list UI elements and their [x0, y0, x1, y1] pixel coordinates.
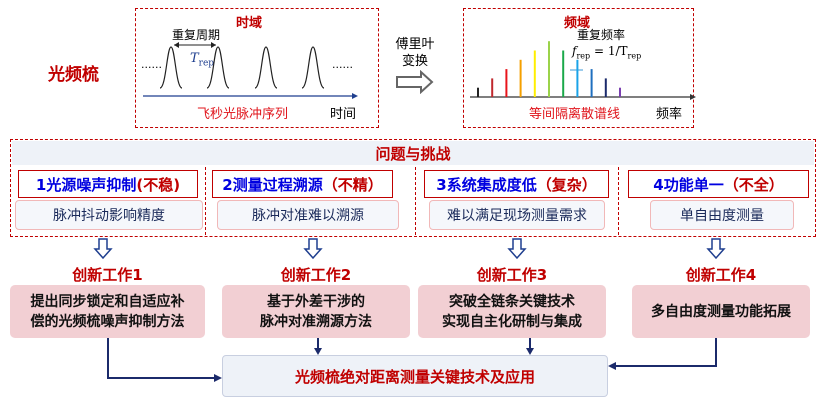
divider: [415, 167, 416, 235]
challenge-label: 4功能单一: [653, 175, 724, 194]
pulse-train: [143, 42, 358, 99]
formula-rest: = 1/T: [590, 44, 628, 58]
challenge-label: 1光源噪声抑制: [35, 175, 137, 194]
transform-line1: 傅里叶: [395, 37, 435, 52]
time-domain-title: 时域: [236, 16, 263, 31]
spectrum: [470, 41, 696, 100]
divider: [205, 167, 206, 235]
comb-label: 光频梳: [48, 65, 99, 85]
challenges-panel: [10, 139, 816, 237]
transform-line2: 变换: [401, 54, 428, 69]
innovation-title-3: 创新工作3: [476, 266, 548, 284]
dots-left: ......: [141, 58, 162, 71]
pulse: [159, 46, 183, 89]
period-sub: rep: [198, 58, 215, 69]
connector-4: [614, 338, 717, 367]
innovation-3: 突破全链条关键技术 实现自主化研制与集成: [418, 285, 606, 338]
innovation-line: 脉冲对准溯源方法: [260, 313, 372, 330]
challenge-4: 4功能单一 （不全）: [628, 170, 809, 198]
innovation-title-4: 创新工作4: [685, 266, 757, 284]
innovation-line: 基于外差干涉的: [267, 293, 365, 310]
pulse: [254, 46, 278, 89]
period-symbol: Trep: [190, 51, 214, 69]
challenge-tag: (不稳): [136, 175, 181, 194]
formula-f: f: [572, 44, 577, 58]
down-arrow-icon: [303, 238, 323, 260]
hollow-arrow-icon: [396, 70, 434, 94]
time-axis-label: 时间: [330, 107, 357, 122]
down-arrow-icon: [507, 238, 527, 260]
innovation-line: 多自由度测量功能拓展: [651, 303, 791, 320]
dots-right: ......: [332, 58, 353, 71]
formula-sub2: rep: [627, 51, 642, 61]
rate-label: 重复频率: [577, 28, 626, 42]
innovation-line: 突破全链条关键技术: [449, 293, 575, 310]
innovation-title-2: 创新工作2: [280, 266, 352, 284]
time-domain-panel: [135, 8, 379, 128]
innovation-line: 提出同步锁定和自适应补: [30, 293, 185, 310]
innovation-1: 提出同步锁定和自适应补 偿的光频梳噪声抑制方法: [10, 285, 205, 338]
freq-domain-title: 频域: [564, 16, 591, 31]
freq-axis-label: 频率: [656, 107, 683, 122]
period-label: 重复周期: [172, 28, 221, 42]
innovation-title-1: 创新工作1: [72, 266, 143, 284]
goal-box: 光频梳绝对距离测量关键技术及应用: [222, 355, 608, 397]
down-arrow-icon: [706, 238, 726, 260]
challenge-detail-1: 脉冲抖动影响精度: [15, 200, 203, 230]
challenge-detail-3: 难以满足现场测量需求: [429, 200, 605, 230]
challenge-tag: （不全）: [723, 175, 784, 194]
freq-domain-panel: [463, 8, 694, 128]
challenge-label: 2测量过程溯源: [222, 175, 323, 194]
challenge-detail-2: 脉冲对准难以溯源: [217, 200, 399, 230]
pulse: [206, 46, 230, 89]
lines-label: 等间隔离散谱线: [529, 107, 621, 122]
fourier-transform-label: 傅里叶 变换: [390, 36, 440, 70]
innovation-4: 多自由度测量功能拓展: [632, 285, 810, 338]
challenge-tag: （不精）: [322, 175, 383, 194]
challenge-1: 1光源噪声抑制 (不稳): [18, 170, 198, 198]
period-T: T: [190, 51, 199, 66]
divider: [618, 167, 619, 235]
challenge-tag: （复杂）: [536, 175, 597, 194]
innovation-2: 基于外差干涉的 脉冲对准溯源方法: [222, 285, 410, 338]
pulse: [301, 46, 325, 89]
down-arrow-icon: [93, 238, 113, 260]
formula-sub: rep: [576, 51, 591, 61]
challenge-2: 2测量过程溯源 （不精）: [212, 170, 393, 198]
challenge-label: 3系统集成度低: [436, 175, 537, 194]
challenges-title: 问题与挑战: [12, 141, 814, 165]
challenge-detail-4: 单自由度测量: [650, 200, 794, 230]
connector-1: [107, 338, 216, 379]
innovation-line: 偿的光频梳噪声抑制方法: [30, 313, 185, 330]
innovation-line: 实现自主化研制与集成: [442, 313, 582, 330]
rate-formula: frep = 1/Trep: [572, 44, 641, 60]
series-label: 飞秒光脉冲序列: [197, 107, 289, 122]
challenge-3: 3系统集成度低 （复杂）: [424, 170, 609, 198]
